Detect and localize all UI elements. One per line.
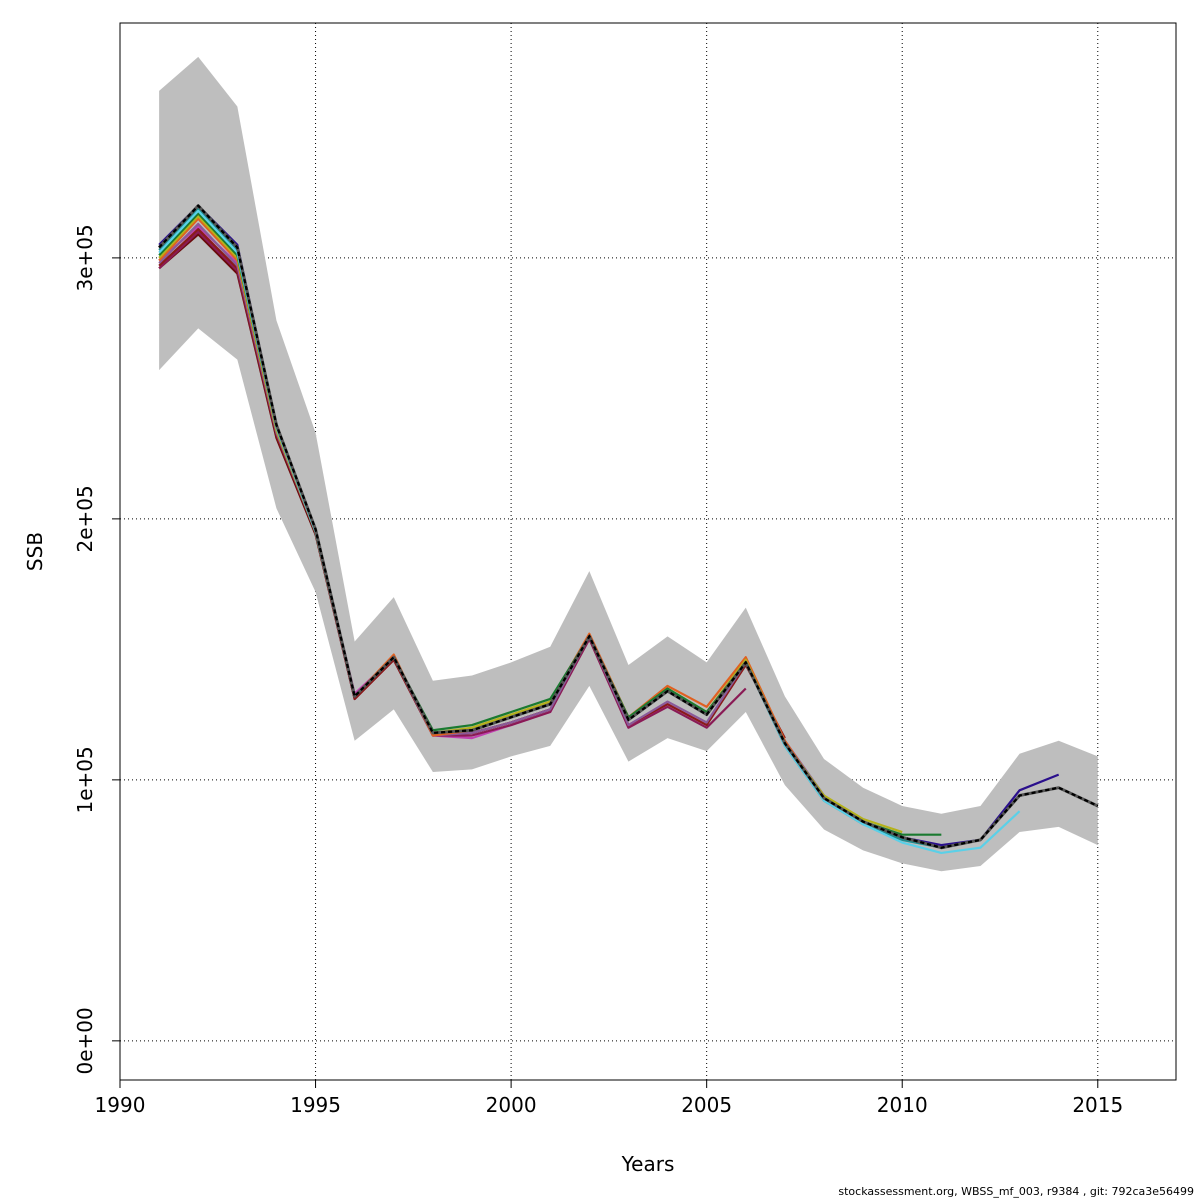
y-tick-label-300000: 3e+05	[73, 224, 97, 291]
series-line-retro-2012	[158, 207, 981, 849]
series-line-base-top	[158, 204, 1099, 849]
x-tick-label-1990: 1990	[95, 1093, 146, 1117]
x-tick-label-1995: 1995	[290, 1093, 341, 1117]
y-tick-label-200000: 2e+05	[73, 485, 97, 552]
x-tick-label-2015: 2015	[1072, 1093, 1123, 1117]
x-tick-label-2005: 2005	[681, 1093, 732, 1117]
grid	[119, 23, 1176, 1080]
series-layer	[158, 204, 1099, 855]
y-axis-label: SSB	[23, 532, 47, 571]
footer-credit: stockassessment.org, WBSS_mf_003, r9384 …	[838, 1185, 1194, 1198]
plot-frame	[119, 22, 1177, 1081]
x-axis-label: Years	[621, 1152, 675, 1176]
x-tick-label-2000: 2000	[486, 1093, 537, 1117]
axes: 1990 1995 2000 2005 2010 2015 0e+00 1e+05 2e+05 3…	[73, 224, 1123, 1117]
x-tick-label-2010: 2010	[877, 1093, 928, 1117]
confidence-band-layer	[159, 56, 1098, 872]
confidence-band	[159, 56, 1098, 872]
y-tick-label-100000: 1e+05	[73, 746, 97, 813]
y-tick-label-0: 0e+00	[73, 1007, 97, 1074]
